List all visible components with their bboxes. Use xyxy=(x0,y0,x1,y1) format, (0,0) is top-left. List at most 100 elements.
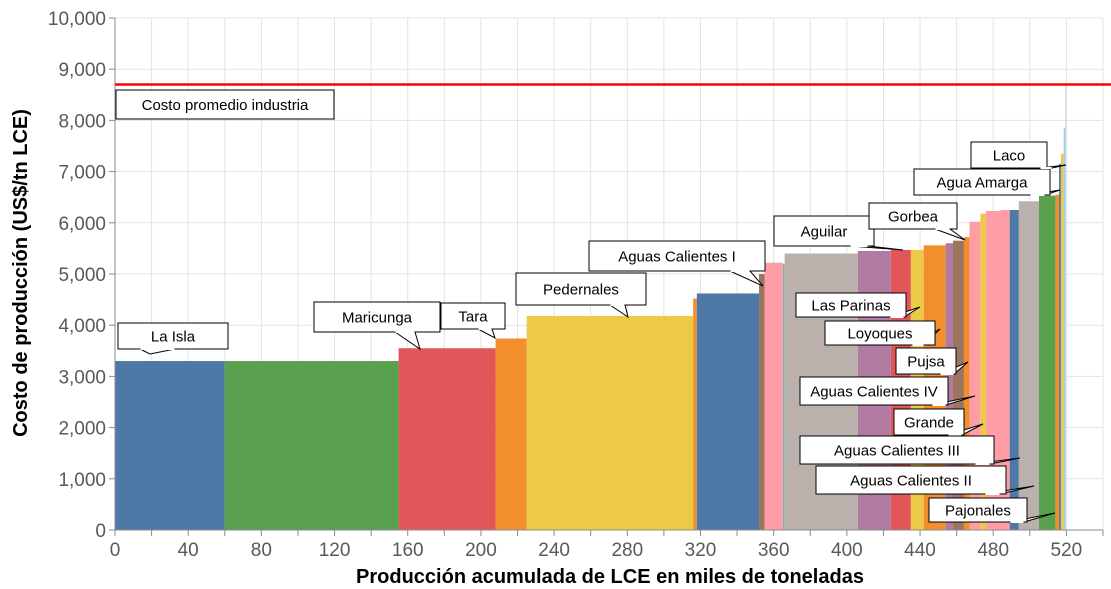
callout-box xyxy=(868,202,958,230)
callout-label: Aguas Calientes II xyxy=(850,473,972,490)
x-tick-label: 40 xyxy=(178,540,199,561)
cost-bar xyxy=(495,338,527,530)
callout-label: Loyoques xyxy=(847,326,912,343)
callout-average-cost: Costo promedio industria xyxy=(115,89,335,120)
x-tick-label: 520 xyxy=(1051,540,1083,561)
cost-bar xyxy=(980,213,986,531)
callout-pointer xyxy=(729,270,764,287)
axes: 0 1,000 2,000 3,000 4,000 5,000 6,000 7,000 8,00… xyxy=(48,9,1104,561)
callout-aguas-calientes-iv: Aguas Calientes IV xyxy=(799,376,976,406)
callout-label: Pajonales xyxy=(945,503,1011,520)
x-tick-label: 400 xyxy=(831,540,863,561)
x-tick-label: 480 xyxy=(977,540,1009,561)
cost-bar xyxy=(1060,153,1064,530)
callout-label: Pedernales xyxy=(543,282,619,299)
callout-tara: Tara xyxy=(440,302,506,340)
callout-label: Pujsa xyxy=(907,354,945,371)
callout-box xyxy=(313,301,441,333)
callout-las-parinas: Las Parinas xyxy=(795,292,921,318)
cost-bar xyxy=(224,361,399,530)
callouts-layer: La Isla Maricunga Tara Pedernales Aguas Cali… xyxy=(115,89,1067,523)
callout-label: Aguilar xyxy=(801,224,848,241)
callout-box xyxy=(928,497,1028,523)
y-tick-label: 0 xyxy=(95,521,106,542)
cost-bar xyxy=(782,263,785,530)
y-tick-label: 1,000 xyxy=(58,470,106,491)
callout-loyoques: Loyoques xyxy=(824,320,941,346)
average-cost-box xyxy=(115,89,335,120)
cost-bar xyxy=(1059,163,1061,531)
x-tick-label: 120 xyxy=(319,540,351,561)
callout-pajonales: Pajonales xyxy=(928,497,1056,523)
cost-bar xyxy=(1009,210,1019,530)
cost-bar xyxy=(398,348,496,530)
cost-bar xyxy=(963,237,970,531)
x-tick-label: 240 xyxy=(538,540,570,561)
cost-bar xyxy=(1018,201,1039,530)
x-tick-label: 440 xyxy=(904,540,936,561)
cost-bar xyxy=(1055,194,1060,530)
y-tick-label: 5,000 xyxy=(58,265,106,286)
callout-box xyxy=(913,168,1051,196)
callout-gorbea: Gorbea xyxy=(868,202,966,241)
x-tick-label: 0 xyxy=(110,540,121,561)
callout-label: Las Parinas xyxy=(811,298,890,315)
callout-box xyxy=(824,320,936,346)
callout-box xyxy=(799,435,995,465)
callout-label: Laco xyxy=(993,148,1026,165)
x-tick-label: 280 xyxy=(611,540,643,561)
callout-aguas-calientes-i: Aguas Calientes I xyxy=(588,240,766,287)
callout-maricunga: Maricunga xyxy=(313,301,441,351)
callout-label: Grande xyxy=(904,415,954,432)
callout-box xyxy=(815,465,1007,495)
average-cost-label: Costo promedio industria xyxy=(142,97,309,114)
callout-grande: Grande xyxy=(893,408,984,436)
cost-bar xyxy=(526,315,694,530)
x-tick-label: 160 xyxy=(392,540,424,561)
callout-aguilar: Aguilar xyxy=(773,215,904,251)
callout-box xyxy=(795,292,907,318)
cost-bar xyxy=(1000,210,1010,530)
y-axis-title: Costo de producción (US$/tn LCE) xyxy=(10,109,32,437)
callout-box xyxy=(773,215,875,247)
cost-bar xyxy=(952,240,964,530)
x-axis-title: Producción acumulada de LCE en miles de … xyxy=(356,566,864,588)
cost-bar xyxy=(1038,195,1056,530)
x-tick-label: 80 xyxy=(251,540,272,561)
y-tick-label: 10,000 xyxy=(48,9,106,30)
cost-bar xyxy=(969,221,981,530)
x-tick-label: 360 xyxy=(758,540,790,561)
cost-bar xyxy=(115,361,225,530)
callout-aguas-calientes-iii: Aguas Calientes III xyxy=(799,435,1021,465)
cost-bar xyxy=(1065,84,1067,530)
callout-box xyxy=(515,272,647,306)
callout-pedernales: Pedernales xyxy=(515,272,647,319)
x-tick-label: 320 xyxy=(685,540,717,561)
callout-box xyxy=(440,302,506,330)
callout-box xyxy=(893,408,965,436)
y-tick-label: 3,000 xyxy=(58,367,106,388)
y-tick-label: 7,000 xyxy=(58,163,106,184)
callout-label: Tara xyxy=(458,309,488,326)
callout-box xyxy=(799,376,949,406)
cost-bar xyxy=(945,243,953,530)
y-tick-label: 4,000 xyxy=(58,316,106,337)
cost-bar xyxy=(693,298,697,530)
cost-bar xyxy=(1063,128,1066,530)
callout-aguas-calientes-ii: Aguas Calientes II xyxy=(815,465,1035,495)
callout-box xyxy=(588,240,766,272)
callout-box xyxy=(117,322,229,350)
callout-pujsa: Pujsa xyxy=(895,347,969,375)
callout-label: La Isla xyxy=(151,329,196,346)
callout-box xyxy=(895,347,957,375)
callout-agua-amarga: Agua Amarga xyxy=(913,168,1061,196)
callout-label: Aguas Calientes I xyxy=(618,249,736,266)
callout-label: Maricunga xyxy=(342,310,413,327)
callout-label: Aguas Calientes IV xyxy=(810,384,938,401)
x-tick-label: 200 xyxy=(465,540,497,561)
callout-label: Gorbea xyxy=(888,209,939,226)
y-tick-label: 6,000 xyxy=(58,214,106,235)
y-tick-label: 2,000 xyxy=(58,419,106,440)
callout-pointer xyxy=(934,228,966,241)
cost-bar xyxy=(759,274,765,530)
